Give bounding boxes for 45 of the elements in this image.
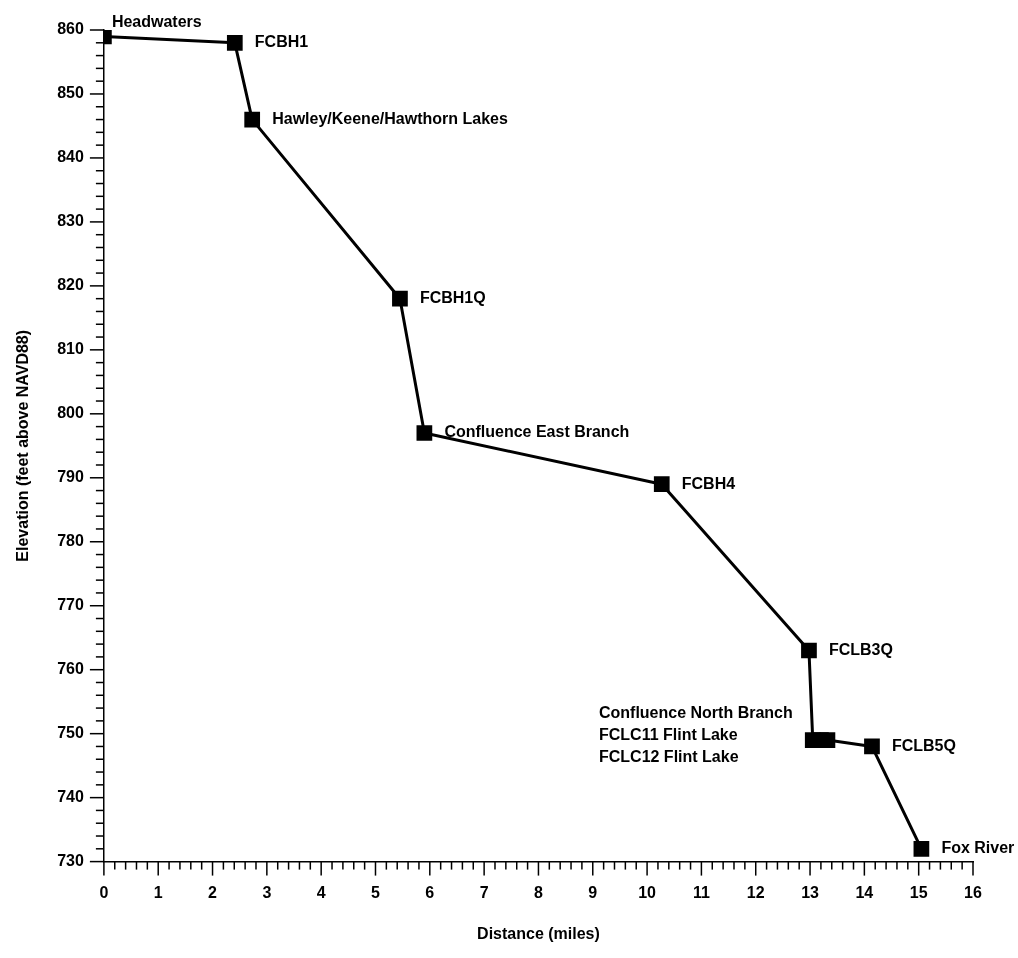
annotation: FCLB3Q: [828, 640, 893, 658]
annotation: FCBH4: [681, 474, 736, 492]
x-tick-label: 4: [316, 883, 326, 901]
y-tick-label: 740: [57, 788, 84, 806]
annotation: Hawley/Keene/Hawthorn Lakes: [272, 109, 508, 127]
annotation: FCBH1Q: [419, 289, 486, 307]
x-tick-label: 13: [801, 883, 820, 901]
x-tick-label: 11: [692, 883, 710, 901]
y-axis-title: Elevation (feet above NAVD88): [14, 329, 32, 562]
annotation: FCLB5Q: [891, 736, 956, 754]
x-tick-label: 16: [964, 883, 982, 901]
annotation: FCBH1: [254, 33, 309, 51]
y-tick-label: 730: [57, 852, 84, 870]
y-tick-label: 820: [57, 276, 84, 294]
annotation: FCLC11 Flint Lake: [598, 726, 738, 744]
y-tick-label: 830: [57, 212, 84, 230]
annotation: FCLC12 Flint Lake: [598, 748, 739, 766]
x-tick-label: 5: [371, 883, 381, 901]
y-tick-label: 810: [57, 340, 84, 358]
x-tick-label: 12: [746, 883, 765, 901]
y-tick-label: 760: [57, 660, 84, 678]
annotation: Headwaters: [111, 12, 202, 30]
y-tick-label: 790: [57, 468, 84, 486]
y-tick-label: 800: [57, 404, 84, 422]
x-tick-label: 10: [638, 883, 657, 901]
y-tick-label: 860: [57, 20, 84, 38]
x-tick-label: 7: [479, 883, 489, 901]
y-tick-label: 780: [57, 532, 84, 550]
x-tick-label: 1: [153, 883, 163, 901]
x-tick-label: 9: [588, 883, 598, 901]
y-tick-label: 840: [57, 148, 84, 166]
y-tick-label: 750: [57, 724, 84, 742]
y-tick-label: 770: [57, 596, 84, 614]
annotation: Fox River: [941, 839, 1015, 857]
annotation: Confluence East Branch: [444, 423, 630, 441]
x-tick-label: 6: [425, 883, 435, 901]
y-tick-label: 850: [57, 84, 84, 102]
x-tick-label: 3: [262, 883, 272, 901]
annotation: Confluence North Branch: [598, 704, 793, 722]
x-tick-label: 2: [208, 883, 218, 901]
x-axis-title: Distance (miles): [477, 924, 600, 942]
x-tick-label: 8: [533, 883, 543, 901]
x-tick-label: 0: [99, 883, 109, 901]
x-tick-label: 14: [855, 883, 874, 901]
x-tick-label: 15: [909, 883, 928, 901]
